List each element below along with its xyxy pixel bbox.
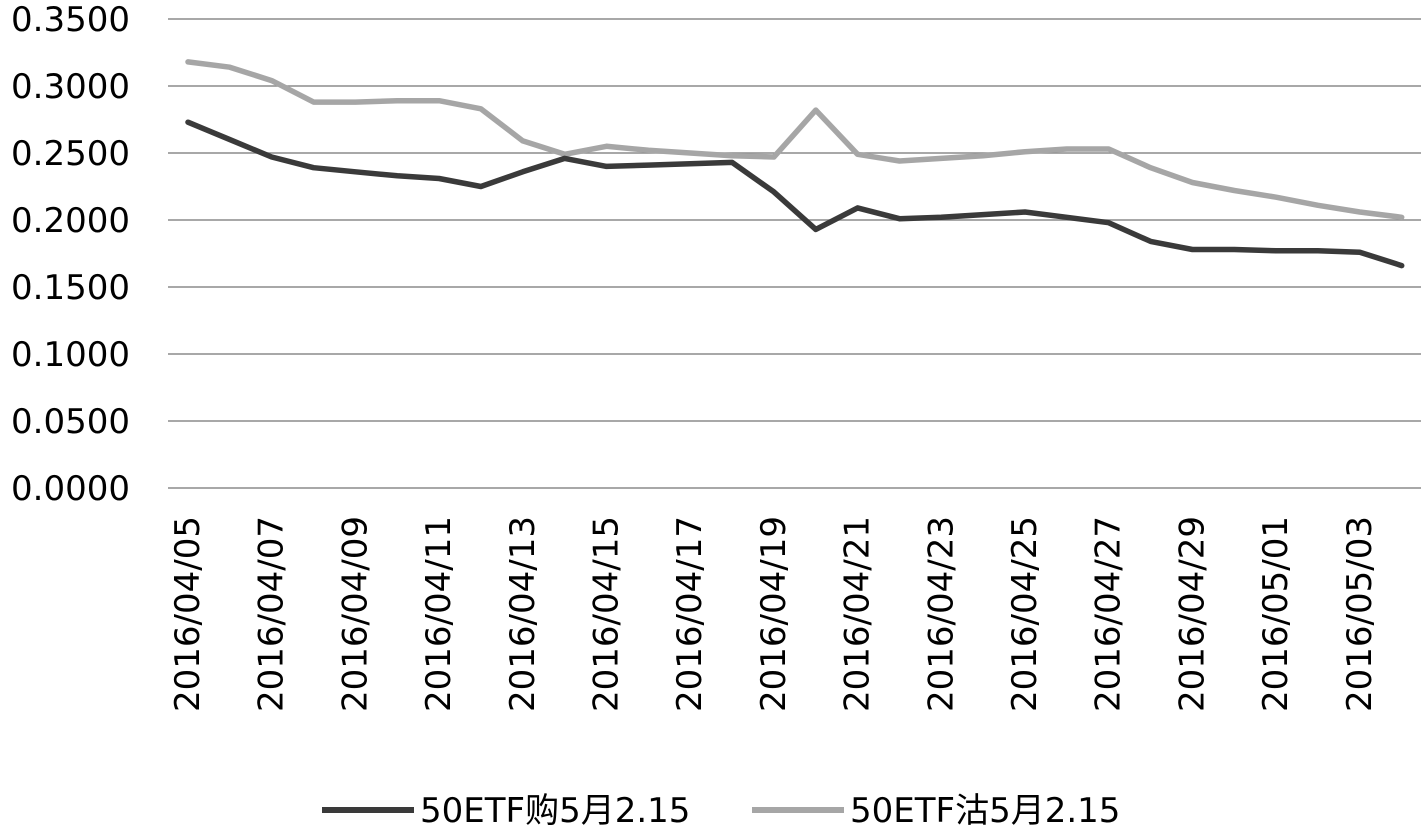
- x-tick-label: 2016/04/07: [252, 516, 292, 712]
- y-tick-label: 0.0500: [11, 402, 130, 442]
- y-tick-label: 0.0000: [11, 469, 130, 509]
- y-tick-label: 0.3000: [11, 67, 130, 107]
- y-axis-tick-labels: 0.0000 0.0500 0.1000 0.1500 0.2000 0.2500 0.30…: [11, 0, 130, 509]
- x-tick-label: 2016/04/27: [1089, 516, 1129, 712]
- x-tick-label: 2016/04/29: [1172, 516, 1212, 712]
- x-tick-label: 2016/05/01: [1256, 516, 1296, 712]
- y-tick-label: 0.3500: [11, 0, 130, 40]
- legend: 50ETF购5月2.15 50ETF沽5月2.15: [322, 791, 1120, 831]
- x-tick-label: 2016/04/09: [335, 516, 375, 712]
- x-tick-label: 2016/04/13: [503, 516, 543, 712]
- x-tick-label: 2016/04/21: [838, 516, 878, 712]
- series-lines: [185, 59, 1405, 269]
- series-line: [185, 59, 1405, 221]
- y-tick-label: 0.1000: [11, 335, 130, 375]
- y-tick-label: 0.2500: [11, 134, 130, 174]
- x-tick-label: 2016/04/17: [670, 516, 710, 712]
- y-tick-label: 0.1500: [11, 268, 130, 308]
- x-tick-label: 2016/04/05: [168, 516, 208, 712]
- x-tick-label: 2016/04/19: [754, 516, 794, 712]
- x-tick-label: 2016/05/03: [1340, 516, 1380, 712]
- x-tick-label: 2016/04/25: [1005, 516, 1045, 712]
- legend-label: 50ETF沽5月2.15: [850, 791, 1120, 831]
- x-tick-label: 2016/04/15: [587, 516, 627, 712]
- x-axis-tick-labels: 2016/04/05 2016/04/07 2016/04/09 2016/04/11…: [168, 516, 1380, 712]
- y-tick-label: 0.2000: [11, 201, 130, 241]
- x-tick-label: 2016/04/23: [921, 516, 961, 712]
- legend-label: 50ETF购5月2.15: [420, 791, 690, 831]
- x-tick-label: 2016/04/11: [419, 516, 459, 712]
- series-line: [185, 119, 1405, 269]
- gridlines: [168, 18, 1421, 489]
